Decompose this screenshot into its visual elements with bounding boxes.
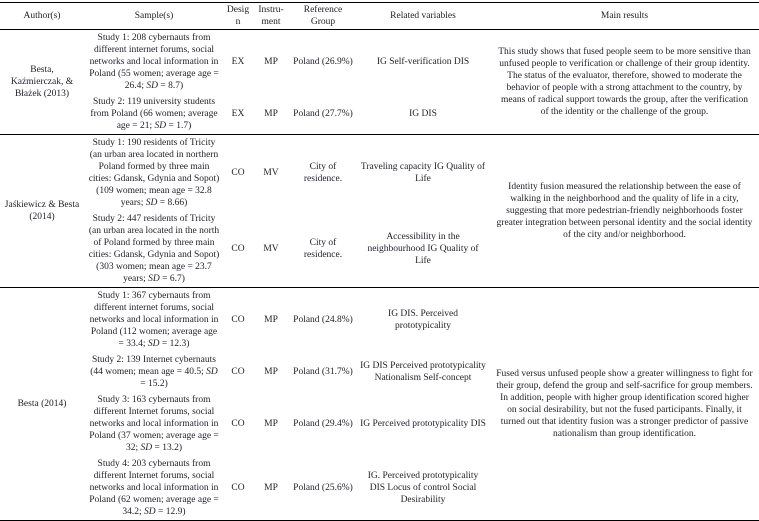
header-samples: Sample(s) bbox=[84, 2, 224, 30]
header-main-results: Main results bbox=[490, 2, 759, 30]
reference-group-cell: Poland (31.7%) bbox=[293, 367, 353, 377]
main-results-cell: Identity fusion measured the relationshi… bbox=[496, 182, 753, 240]
study-block-besta-2013: Besta, Kaźmierczak, & Błażek (2013) Stud… bbox=[0, 30, 759, 135]
design-cell: CO bbox=[231, 244, 245, 254]
instrument-cell: MP bbox=[264, 109, 278, 119]
table-row: Besta, Kaźmierczak, & Błażek (2013) Stud… bbox=[0, 30, 759, 117]
author-cell: Besta, Kaźmierczak, & Błażek (2013) bbox=[10, 65, 74, 99]
reference-group-cell: Poland (27.7%) bbox=[293, 109, 353, 119]
sample-cell: Study 4: 203 cybernauts from different I… bbox=[89, 459, 219, 517]
table-row: Study 4: 203 cybernauts from different I… bbox=[0, 456, 759, 521]
header-instrument: Instru-ment bbox=[252, 2, 290, 30]
related-variables-cell: IG DIS Perceived prototypicality Nationa… bbox=[360, 361, 486, 383]
reference-group-cell: City of residence. bbox=[303, 162, 343, 184]
author-cell: Besta (2014) bbox=[17, 399, 67, 409]
related-variables-cell: Accessibility in the neighbourhood IG Qu… bbox=[367, 232, 479, 266]
reference-group-cell: City of residence. bbox=[303, 238, 343, 260]
header-design: Design bbox=[224, 2, 252, 30]
table-row: Jaśkiewicz & Besta (2014) Study 1: 190 r… bbox=[0, 135, 759, 240]
design-cell: EX bbox=[231, 57, 245, 67]
instrument-cell: MP bbox=[264, 483, 278, 493]
design-cell: EX bbox=[231, 109, 245, 119]
sample-cell: Study 1: 208 cybernauts from different i… bbox=[89, 33, 219, 91]
instrument-cell: MP bbox=[264, 419, 278, 429]
table-row: Study 2: 139 Internet cybernauts (44 wom… bbox=[0, 352, 759, 392]
related-variables-cell: IG DIS. Perceived prototypicality bbox=[388, 309, 458, 331]
related-variables-cell: IG Perceived prototypicality DIS bbox=[360, 419, 486, 429]
main-results-cell: Fused versus unfused people show a great… bbox=[496, 369, 753, 439]
reference-group-cell: Poland (25.6%) bbox=[293, 483, 353, 493]
study-block-besta-2014: Besta (2014) Study 1: 367 cybernauts fro… bbox=[0, 288, 759, 521]
reference-group-cell: Poland (24.8%) bbox=[293, 315, 353, 325]
header-reference-group: Reference Group bbox=[290, 2, 356, 30]
sample-cell: Study 1: 367 cybernauts from different i… bbox=[89, 291, 219, 349]
sample-cell: Study 2: 447 residents of Tricity (an ur… bbox=[88, 214, 220, 284]
instrument-cell: MV bbox=[263, 244, 279, 254]
design-cell: CO bbox=[231, 367, 245, 377]
table-header-row: Author(s) Sample(s) Design Instru-ment R… bbox=[0, 2, 759, 30]
design-cell: CO bbox=[231, 168, 245, 178]
reference-group-cell: Poland (26.9%) bbox=[293, 57, 353, 67]
instrument-cell: MP bbox=[264, 367, 278, 377]
instrument-cell: MV bbox=[263, 168, 279, 178]
header-authors: Author(s) bbox=[0, 2, 84, 30]
sample-cell: Study 2: 119 university students from Po… bbox=[90, 97, 218, 131]
sample-cell: Study 1: 190 residents of Tricity (an ur… bbox=[88, 138, 220, 208]
author-cell: Jaśkiewicz & Besta (2014) bbox=[4, 200, 80, 222]
related-variables-cell: Traveling capacity IG Quality of Life bbox=[360, 162, 486, 184]
instrument-cell: MP bbox=[264, 57, 278, 67]
reference-group-cell: Poland (29.4%) bbox=[293, 419, 353, 429]
instrument-cell: MP bbox=[264, 315, 278, 325]
sample-cell: Study 2: 139 Internet cybernauts (44 wom… bbox=[90, 355, 218, 389]
header-related-variables: Related variables bbox=[356, 2, 490, 30]
table-row: Study 2: 119 university students from Po… bbox=[0, 94, 759, 135]
sample-cell: Study 3: 163 cybernauts from different I… bbox=[89, 395, 219, 453]
related-variables-cell: IG DIS bbox=[409, 109, 437, 119]
table-row: Study 3: 163 cybernauts from different I… bbox=[0, 392, 759, 456]
table-header: Author(s) Sample(s) Design Instru-ment R… bbox=[0, 2, 759, 30]
design-cell: CO bbox=[231, 483, 245, 493]
related-variables-cell: IG. Perceived prototypicality DIS Locus … bbox=[367, 471, 479, 505]
table-row: Study 2: 447 residents of Tricity (an ur… bbox=[0, 211, 759, 288]
main-results-cell: This study shows that fused people seem … bbox=[498, 47, 751, 117]
design-cell: CO bbox=[231, 315, 245, 325]
table-row: Besta (2014) Study 1: 367 cybernauts fro… bbox=[0, 288, 759, 439]
study-block-jaskiewicz-2014: Jaśkiewicz & Besta (2014) Study 1: 190 r… bbox=[0, 135, 759, 288]
related-variables-cell: IG Self-verification DIS bbox=[376, 57, 470, 67]
design-cell: CO bbox=[231, 419, 245, 429]
